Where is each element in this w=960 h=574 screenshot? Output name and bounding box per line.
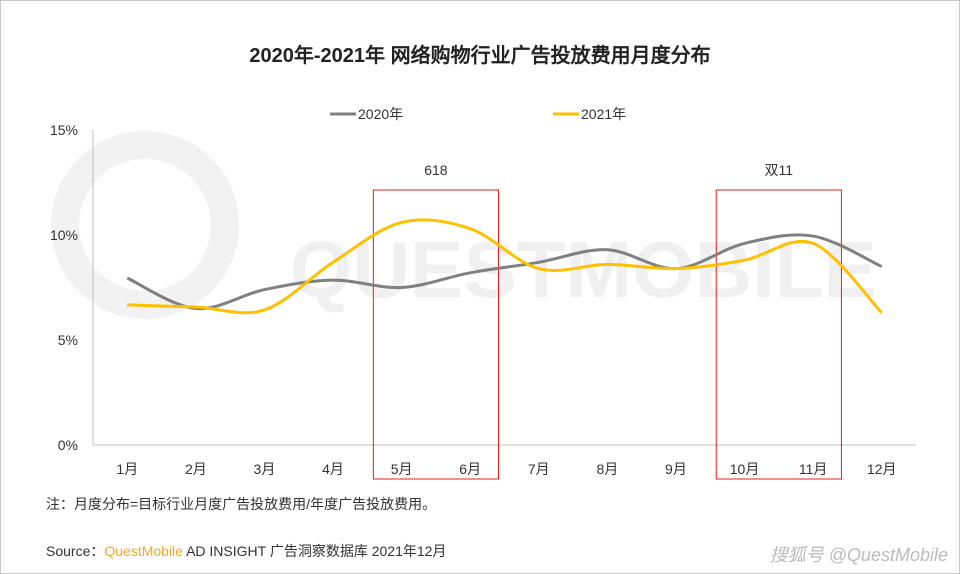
background-watermark: QUESTMOBILE: [290, 225, 877, 314]
series-line-2021年: [127, 218, 883, 315]
series-line-2020年: [126, 233, 883, 311]
source-prefix: Source：: [46, 543, 105, 559]
annotation-label: 618: [424, 162, 448, 178]
x-tick-label: 1月: [116, 461, 138, 477]
chart-title: 2020年-2021年 网络购物行业广告投放费用月度分布: [249, 43, 710, 67]
x-tick-label: 12月: [867, 461, 897, 477]
x-tick-label: 11月: [799, 461, 828, 477]
y-tick-label: 5%: [58, 332, 78, 348]
y-tick-label: 10%: [50, 227, 78, 243]
chart-source: Source：QuestMobile AD INSIGHT 广告洞察数据库 20…: [46, 541, 446, 561]
legend-label: 2021年: [581, 106, 626, 122]
y-tick-label: 15%: [50, 122, 78, 138]
x-tick-label: 2月: [185, 461, 207, 477]
y-tick-label: 0%: [58, 437, 78, 453]
annotation-box: [715, 189, 842, 480]
x-tick-label: 7月: [528, 461, 550, 477]
watermark: 搜狐号 @QuestMobile: [769, 545, 948, 565]
x-tick-label: 9月: [665, 461, 687, 477]
chart-note: 注：月度分布=目标行业月度广告投放费用/年度广告投放费用。: [46, 496, 437, 512]
source-rest: AD INSIGHT 广告洞察数据库 2021年12月: [182, 543, 447, 559]
x-tick-label: 10月: [730, 461, 760, 477]
legend-label: 2020年: [358, 106, 403, 122]
x-tick-label: 8月: [596, 461, 618, 477]
x-tick-label: 6月: [459, 461, 481, 477]
watermark-logo: [51, 131, 239, 319]
x-tick-label: 3月: [254, 461, 276, 477]
annotation-box: [372, 189, 500, 480]
x-tick-label: 4月: [322, 461, 344, 477]
x-tick-label: 5月: [391, 461, 413, 477]
source-brand: QuestMobile: [104, 543, 183, 559]
annotation-label: 双11: [765, 162, 794, 178]
